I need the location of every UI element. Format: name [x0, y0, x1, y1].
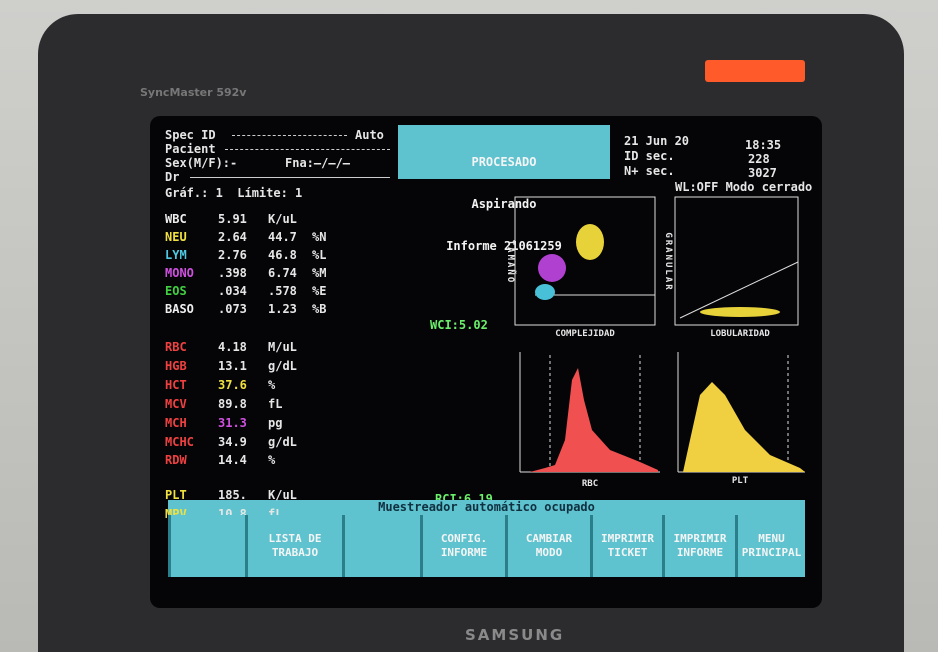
scatter-frame [515, 197, 655, 325]
result-label: RBC [165, 340, 187, 354]
result-value: 5.91 [218, 212, 247, 226]
result-value: .034 [218, 284, 247, 298]
result-percent: 6.74 [268, 266, 297, 280]
result-value: .073 [218, 302, 247, 316]
result-unit: fL [268, 397, 282, 411]
plt-histogram [683, 382, 805, 472]
result-value: 14.4 [218, 453, 247, 467]
result-unit: g/dL [268, 359, 297, 373]
button[interactable]: CONFIG. INFORME [420, 515, 505, 577]
result-value: 37.6 [218, 378, 247, 392]
button[interactable] [168, 515, 245, 577]
result-percent: .578 [268, 284, 297, 298]
result-unit: %M [312, 266, 326, 280]
result-label: MCV [165, 397, 187, 411]
result-value: 2.76 [218, 248, 247, 262]
result-value: 13.1 [218, 359, 247, 373]
result-percent: 46.8 [268, 248, 297, 262]
result-unit: %E [312, 284, 326, 298]
result-value: 89.8 [218, 397, 247, 411]
axis-label: TAMAÑO [505, 240, 516, 285]
result-label: HGB [165, 359, 187, 373]
photo: SyncMaster 592v SAMSUNG Spec ID Auto Pac… [0, 0, 938, 652]
cluster [576, 224, 604, 260]
axis-label: RBC [582, 479, 598, 489]
cluster [700, 307, 780, 317]
result-label: HCT [165, 378, 187, 392]
rbc-histogram [530, 368, 658, 472]
result-unit: %B [312, 302, 326, 316]
result-label: MCHC [165, 435, 194, 449]
result-value: 31.3 [218, 416, 247, 430]
result-unit: K/uL [268, 212, 297, 226]
result-value: 34.9 [218, 435, 247, 449]
status-message: Muestreador automático ocupado [168, 500, 805, 515]
button[interactable]: IMPRIMIR TICKET [590, 515, 662, 577]
result-label: MONO [165, 266, 194, 280]
button[interactable]: IMPRIMIR INFORME [662, 515, 735, 577]
result-unit: %N [312, 230, 326, 244]
result-unit: K/uL [268, 488, 297, 502]
button[interactable]: CAMBIAR MODO [505, 515, 590, 577]
button[interactable] [342, 515, 420, 577]
result-label: LYM [165, 248, 187, 262]
result-label: NEU [165, 230, 187, 244]
result-unit: % [268, 453, 275, 467]
axis-label: LOBULARIDAD [710, 329, 770, 339]
result-unit: pg [268, 416, 282, 430]
result-unit: %L [312, 248, 326, 262]
result-unit: g/dL [268, 435, 297, 449]
button[interactable]: MENU PRINCIPAL [735, 515, 805, 577]
result-label: EOS [165, 284, 187, 298]
axis-label: PLT [732, 476, 749, 486]
result-label: PLT [165, 488, 187, 502]
result-value: .398 [218, 266, 247, 280]
result-unit: M/uL [268, 340, 297, 354]
result-value: 4.18 [218, 340, 247, 354]
result-value: 185. [218, 488, 247, 502]
result-label: WBC [165, 212, 187, 226]
button[interactable]: LISTA DE TRABAJO [245, 515, 342, 577]
result-percent: 44.7 [268, 230, 297, 244]
axis-label: COMPLEJIDAD [555, 329, 615, 339]
result-label: BASO [165, 302, 194, 316]
result-label: MCH [165, 416, 187, 430]
cluster [535, 284, 555, 300]
result-percent: 1.23 [268, 302, 297, 316]
result-label: RDW [165, 453, 187, 467]
result-unit: % [268, 378, 275, 392]
cluster [538, 254, 566, 282]
scatter-frame [675, 197, 798, 325]
result-value: 2.64 [218, 230, 247, 244]
axis-label: GRANULAR [663, 232, 673, 291]
